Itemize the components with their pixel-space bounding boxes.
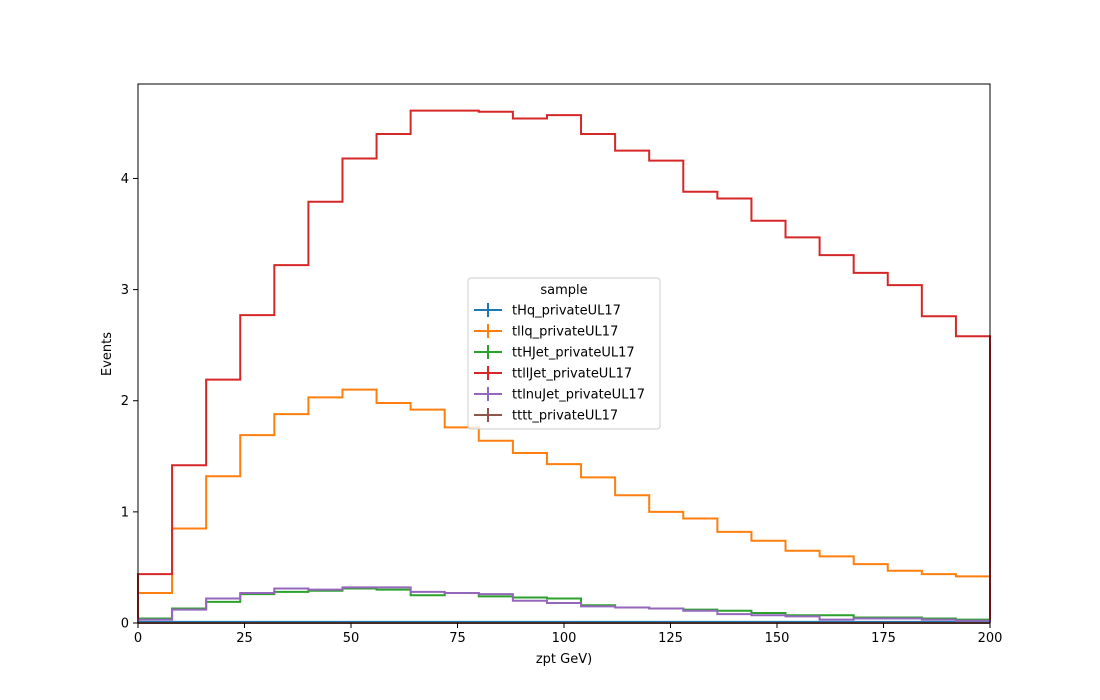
series-line-0 [137,620,991,623]
legend-label: ttHJet_privateUL17 [512,346,635,361]
series-line-3 [137,109,991,623]
x-tick-label: 175 [871,631,896,646]
legend-label: tllq_privateUL17 [512,325,618,340]
x-tick-label: 75 [449,631,466,646]
legend-label: tttt_privateUL17 [512,409,618,424]
legend-label: tHq_privateUL17 [512,304,621,319]
x-tick-label: 25 [236,631,253,646]
y-tick-label: 3 [121,283,129,298]
legend: sample tHq_privateUL17 tllq_privateUL17tt… [467,277,661,430]
legend-label: ttlnuJet_privateUL17 [512,388,645,403]
y-tick-label: 1 [121,505,129,520]
x-tick-label: 150 [765,631,790,646]
series-line-1 [137,388,991,623]
y-tick-label: 0 [121,617,129,632]
x-tick-label: 0 [134,631,142,646]
x-axis-ticks: 0 25 50 75 100 125 150 175 200 [134,623,1003,646]
x-axis-label: zpt GeV) [536,652,592,667]
x-tick-label: 200 [978,631,1003,646]
y-axis-label: Events [100,332,115,376]
y-tick-label: 4 [121,172,129,187]
x-tick-label: 100 [552,631,577,646]
y-tick-label: 2 [121,394,129,409]
legend-title: sample [540,283,587,298]
x-tick-label: 50 [343,631,360,646]
legend-label: ttllJet_privateUL17 [512,367,632,382]
y-axis-ticks: 0 1 2 3 4 [121,172,138,632]
x-tick-label: 125 [658,631,683,646]
series-line-4 [137,586,991,623]
legend-box [467,277,661,430]
